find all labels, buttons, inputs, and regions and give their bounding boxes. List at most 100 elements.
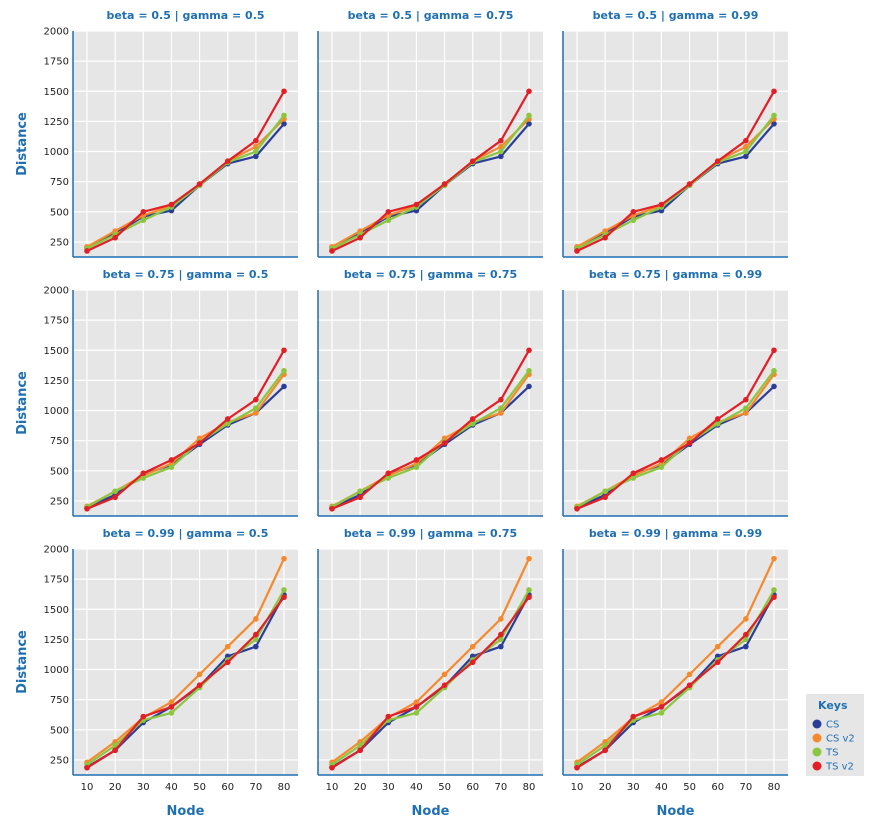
x-tick-label: 20 [109, 782, 122, 793]
x-tick-label: 30 [137, 782, 150, 793]
x-tick-label: 50 [683, 782, 696, 793]
legend-item-label: TS v2 [825, 762, 854, 773]
data-point-ts [658, 710, 665, 716]
panel-2: beta = 0.5 | gamma = 0.75 [317, 9, 543, 258]
data-point-ts [771, 112, 777, 119]
data-point-ts [526, 367, 532, 374]
data-point-ts-v2 [112, 234, 118, 241]
data-point-ts [281, 367, 287, 374]
data-point-ts-v2 [329, 764, 335, 771]
x-tick-label: 30 [627, 782, 640, 793]
data-point-ts [526, 587, 532, 593]
data-point-ts [112, 488, 118, 495]
legend-marker [812, 747, 822, 757]
series-line-ts [86, 589, 285, 766]
y-tick-label: 1750 [44, 575, 69, 586]
data-point-ts-v2 [385, 209, 392, 215]
data-point-ts-v2 [630, 209, 637, 215]
series-line-ts-v2 [86, 90, 285, 252]
data-point-ts-v2 [771, 594, 777, 601]
y-tick-label: 1500 [44, 605, 69, 616]
data-point-cs-v2 [281, 555, 287, 562]
x-tick-label: 30 [382, 782, 395, 793]
data-point-ts [630, 475, 637, 481]
data-point-ts [140, 475, 147, 481]
data-point-ts-v2 [329, 505, 335, 512]
data-point-ts-v2 [385, 713, 392, 720]
y-tick-label: 500 [50, 725, 69, 736]
legend-item-label: CS v2 [826, 734, 855, 745]
data-point-ts-v2 [112, 494, 118, 501]
panel-3: beta = 0.5 | gamma = 0.99 [562, 9, 788, 258]
panel-1: beta = 0.5 | gamma = 0.5 250 500 750 1000 125… [44, 9, 298, 258]
data-point-cs-v2 [253, 616, 259, 622]
series-line-cs [331, 123, 530, 249]
y-tick-label: 250 [50, 237, 69, 248]
series-line-cs-v2 [576, 558, 775, 764]
data-point-ts-v2 [224, 158, 231, 164]
series-line-ts-v2 [576, 349, 775, 510]
data-point-ts-v2 [413, 457, 420, 463]
data-point-ts [281, 112, 287, 119]
data-point-ts [498, 636, 504, 643]
data-point-ts [281, 587, 287, 593]
series-line-ts [331, 370, 530, 508]
data-point-cs-v2 [441, 671, 448, 678]
data-point-ts-v2 [469, 659, 476, 666]
data-point-ts-v2 [630, 713, 637, 720]
y-tick-label: 1000 [44, 406, 69, 417]
legend-item-label: TS [825, 748, 838, 759]
data-point-cs [526, 121, 532, 127]
data-point-cs-v2 [658, 699, 665, 705]
data-point-ts-v2 [413, 201, 420, 208]
data-point-ts [253, 405, 259, 411]
data-point-ts-v2 [658, 201, 665, 208]
series-line-ts [331, 589, 530, 766]
data-point-ts [168, 710, 175, 716]
panel-title: beta = 0.5 | gamma = 0.99 [593, 9, 759, 22]
data-point-ts-v2 [498, 396, 504, 403]
data-point-ts-v2 [224, 416, 231, 422]
data-point-ts-v2 [469, 158, 476, 164]
data-point-ts-v2 [441, 682, 448, 689]
data-point-ts-v2 [602, 234, 608, 241]
data-point-ts-v2 [574, 764, 580, 771]
y-axis-label: Distance [15, 112, 30, 176]
data-point-ts-v2 [281, 347, 287, 354]
panel-6: beta = 0.75 | gamma = 0.99 [562, 268, 788, 517]
y-tick-label: 2000 [44, 286, 69, 297]
series-line-ts-v2 [86, 349, 285, 510]
x-axis-label: Node [167, 804, 205, 819]
y-tick-label: 1750 [44, 57, 69, 68]
data-point-cs [526, 383, 532, 390]
data-point-cs-v2 [469, 643, 476, 650]
data-point-cs [498, 643, 504, 650]
data-point-ts-v2 [743, 631, 749, 638]
data-point-ts-v2 [686, 440, 693, 446]
data-point-ts-v2 [686, 181, 693, 187]
x-tick-label: 80 [768, 782, 781, 793]
y-tick-label: 1000 [44, 665, 69, 676]
panel-title: beta = 0.75 | gamma = 0.5 [103, 268, 269, 281]
legend-title: Keys [818, 699, 848, 712]
data-point-ts-v2 [84, 248, 90, 254]
data-point-ts [658, 464, 665, 470]
series-line-cs [86, 123, 285, 249]
data-point-ts [385, 475, 392, 481]
y-tick-label: 750 [50, 177, 69, 188]
data-point-ts-v2 [526, 88, 532, 95]
x-tick-label: 20 [599, 782, 612, 793]
legend-marker [812, 733, 822, 743]
series-line-ts [576, 589, 775, 766]
data-point-cs-v2 [224, 643, 231, 650]
series-line-cs-v2 [86, 558, 285, 764]
data-point-cs-v2 [168, 699, 175, 705]
data-point-ts-v2 [281, 594, 287, 601]
data-point-ts-v2 [84, 764, 90, 771]
data-point-ts [253, 148, 259, 155]
series-line-ts-v2 [86, 596, 285, 769]
data-point-ts-v2 [441, 440, 448, 446]
x-tick-label: 40 [165, 782, 178, 793]
data-point-ts-v2 [714, 416, 721, 422]
